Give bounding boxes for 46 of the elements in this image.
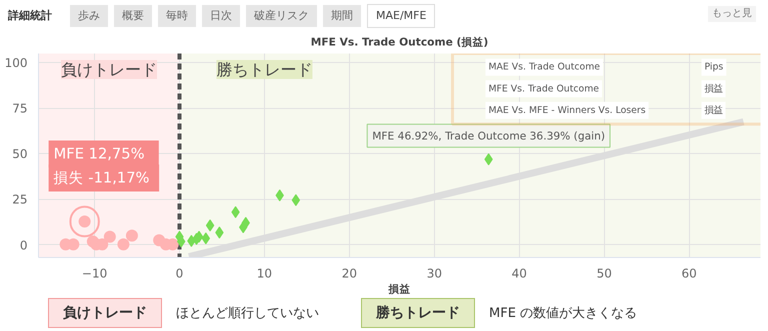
point — [215, 226, 224, 239]
point — [117, 238, 130, 250]
text: 日次 — [202, 5, 240, 27]
text: 毎時 — [158, 5, 196, 27]
annotation: MFE Vs. Trade Outcome — [488, 83, 600, 94]
point — [231, 206, 240, 218]
text: MFE の数値が大きくなる — [489, 306, 638, 321]
x-tick-label: 60 — [682, 266, 697, 280]
text: 期間 — [323, 5, 361, 27]
y-tick-label: 0 — [20, 238, 28, 252]
annotation: MFE 12,75% 損失 -11,17% — [54, 146, 150, 187]
band-label: 勝ちトレード — [216, 60, 312, 79]
text: MAE/MFE — [367, 4, 436, 28]
annotation: Pips — [704, 62, 724, 73]
y-tick-label: 25 — [12, 192, 28, 207]
text: 概要 — [114, 5, 152, 27]
point — [292, 194, 300, 206]
text: 歩み — [70, 5, 108, 27]
chart-title: MFE Vs. Trade Outcome (損益) — [310, 36, 488, 48]
point — [484, 153, 493, 166]
x-tick-label: 40 — [512, 266, 527, 280]
annotation: MFE 46.92%, Trade Outcome 36.39% (gain) — [372, 129, 605, 142]
text: 勝ちトレード — [361, 298, 475, 328]
x-tick-label: −10 — [82, 266, 108, 280]
point — [126, 230, 138, 242]
y-tick-label: 75 — [12, 102, 28, 116]
text: ほとんど順行していない — [176, 306, 319, 321]
y-tick-label: 50 — [12, 147, 28, 162]
text: もっと見 — [708, 6, 756, 22]
x-tick-label: 10 — [256, 266, 272, 280]
annotation: MAE Vs. Trade Outcome — [488, 62, 600, 73]
x-tick-label: 50 — [596, 266, 612, 280]
text: 負けトレード — [48, 298, 162, 328]
x-tick-label: 0 — [176, 266, 184, 280]
x-tick-label: 30 — [426, 266, 442, 280]
text: 詳細統計 — [6, 8, 53, 24]
annotation: MAE Vs. MFE - Winners Vs. Losers — [488, 104, 646, 116]
y-tick-label: 100 — [4, 56, 28, 70]
annotation: 損益 — [704, 104, 722, 116]
point — [206, 219, 214, 232]
annotation: 損益 — [704, 83, 722, 94]
point — [104, 230, 116, 243]
x-tick-label: 20 — [342, 266, 358, 280]
band-label: 負けトレード — [61, 60, 157, 79]
text: 破産リスク — [246, 5, 317, 27]
x-axis-title: 損益 — [388, 282, 410, 296]
